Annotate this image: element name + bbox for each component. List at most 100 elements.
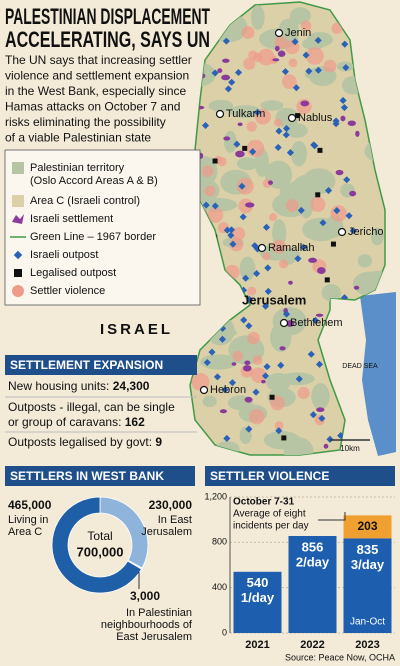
segment-label: In Palestinian — [126, 607, 192, 619]
rate-label: 1/day — [241, 590, 275, 605]
settlement — [279, 346, 286, 351]
item-value: 24,300 — [113, 379, 150, 393]
intro-text: risks eliminating the possibility — [5, 115, 166, 129]
intro-text: in the West Bank, especially since — [5, 84, 187, 98]
settler-violence — [278, 259, 289, 269]
segment-label: Area C — [8, 526, 42, 538]
settler-violence — [285, 199, 299, 212]
outpost — [307, 350, 315, 358]
value-label: 230,000 — [149, 498, 193, 512]
x-tick-label: 2022 — [300, 639, 324, 651]
outpost — [297, 206, 305, 214]
legalised-outpost — [330, 241, 336, 247]
city-marker — [287, 113, 297, 123]
settlement — [323, 443, 329, 449]
palestinian-area — [311, 383, 330, 410]
outpost — [292, 84, 300, 92]
outpost — [245, 322, 253, 330]
outpost — [201, 121, 210, 130]
palestinian-area — [283, 437, 314, 455]
outpost — [286, 149, 294, 157]
value-label: 540 — [247, 575, 269, 590]
legend-label: (Oslo Accord Areas A & B) — [30, 175, 158, 187]
outpost — [342, 64, 350, 72]
item-text: Outposts legalised by govt: 9 — [8, 435, 162, 449]
legend-icon — [12, 162, 24, 174]
outpost — [228, 379, 237, 387]
outpost — [319, 219, 327, 227]
legalised-outpost — [212, 158, 218, 164]
outpost — [234, 68, 243, 77]
place-label: Ramallah — [268, 242, 314, 254]
intro-text: of a viable Palestinian state — [5, 131, 151, 145]
settler-violence — [306, 47, 324, 65]
palestinian-area — [236, 157, 258, 171]
legalised-outpost — [315, 192, 321, 198]
outpost — [211, 202, 219, 210]
place-label: Bethlehem — [290, 317, 343, 329]
value-label: 3,000 — [130, 589, 160, 603]
outpost — [341, 40, 349, 48]
city-marker — [279, 318, 289, 328]
place-label: Jenin — [285, 27, 311, 39]
rate-label: 2/day — [296, 554, 330, 569]
outpost — [332, 120, 340, 128]
legalised-outpost — [269, 394, 275, 400]
place-label: DEAD SEA — [342, 363, 378, 370]
outpost — [264, 264, 272, 272]
settler-violence — [248, 50, 258, 60]
annotation-line — [318, 512, 346, 521]
legalised-outpost — [324, 277, 330, 283]
item-value: 9 — [155, 435, 162, 449]
donut-segment — [51, 496, 143, 594]
intro-text: Hamas attacks on October 7 and — [5, 100, 180, 114]
outpost — [213, 373, 221, 381]
outpost — [333, 207, 341, 215]
segment-label: Jerusalem — [141, 526, 192, 538]
settler-violence — [248, 408, 265, 425]
settler-violence — [330, 205, 348, 222]
outpost — [221, 386, 229, 394]
settlement — [335, 169, 344, 176]
settlement — [268, 180, 273, 185]
outpost — [291, 38, 299, 46]
settlement — [340, 115, 346, 122]
settlement — [315, 313, 324, 317]
settlement — [308, 257, 318, 263]
palestinian-area — [321, 284, 341, 302]
outpost — [282, 310, 291, 318]
settler-violence — [252, 355, 263, 365]
dead-sea — [360, 292, 396, 456]
settler-violence — [281, 74, 297, 90]
item-label: Outposts legalised by govt: — [8, 435, 155, 449]
settlement — [316, 407, 325, 413]
legalised-outpost — [242, 145, 248, 151]
city-marker — [337, 227, 347, 237]
section-header — [5, 466, 195, 486]
palestinian-area — [250, 4, 265, 30]
settler-violence — [231, 226, 246, 241]
outpost — [281, 68, 289, 76]
outpost — [349, 227, 357, 235]
outpost — [203, 358, 211, 367]
y-tick-label: 0 — [222, 627, 227, 637]
outpost — [218, 335, 226, 343]
palestinian-area — [263, 247, 301, 261]
settlement — [237, 122, 243, 127]
settlement — [349, 190, 357, 197]
legend-icon — [14, 269, 22, 277]
center-label: Total — [87, 529, 112, 543]
legend-label: Israeli settlement — [30, 213, 113, 225]
item-label: New housing units: — [8, 379, 113, 393]
outpost — [245, 425, 253, 433]
settlement — [244, 360, 251, 365]
bar — [343, 538, 392, 633]
outpost — [294, 255, 302, 263]
outpost — [238, 182, 246, 190]
intro-text: violence and settlement expansion — [5, 69, 189, 83]
outpost — [222, 37, 230, 45]
settlement — [219, 409, 228, 414]
place-label: Hebron — [210, 384, 246, 396]
legalised-outpost — [281, 435, 287, 441]
legend-icon — [12, 285, 24, 297]
